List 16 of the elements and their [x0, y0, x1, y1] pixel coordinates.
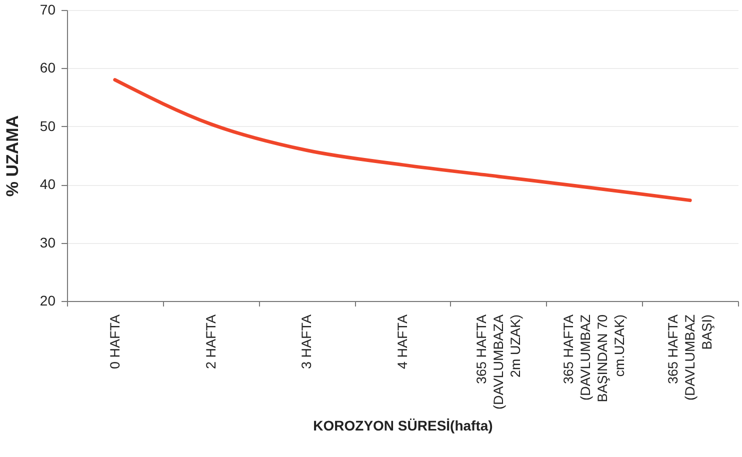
y-tick-label: 20 — [40, 292, 56, 308]
x-tick-label: 2 HAFTA — [203, 314, 218, 370]
y-tick-label: 70 — [40, 2, 56, 18]
y-tick-label: 60 — [40, 60, 56, 76]
y-axis-title: % UZAMA — [2, 115, 22, 197]
y-tick-label: 40 — [40, 176, 56, 192]
line-series — [113, 78, 692, 202]
x-axis-title: KOROZYON SÜRESİ(hafta) — [313, 418, 493, 434]
x-tick-label: 365 HAFTA (DAVLUMBAZ BAŞI) — [666, 314, 715, 401]
y-tick-label: 50 — [40, 118, 56, 134]
x-tick-label: 4 HAFTA — [395, 314, 410, 370]
x-tick-label: 0 HAFTA — [107, 314, 122, 370]
x-tick-label: 365 HAFTA (DAVLUMBAZ BAŞINDAN 70 cm.UZAK) — [561, 314, 628, 402]
x-tick-label: 3 HAFTA — [299, 314, 314, 370]
x-tick-label: 365 HAFTA (DAVLUMBAZA 2m UZAK) — [474, 314, 523, 410]
y-tick-label: 30 — [40, 234, 56, 250]
